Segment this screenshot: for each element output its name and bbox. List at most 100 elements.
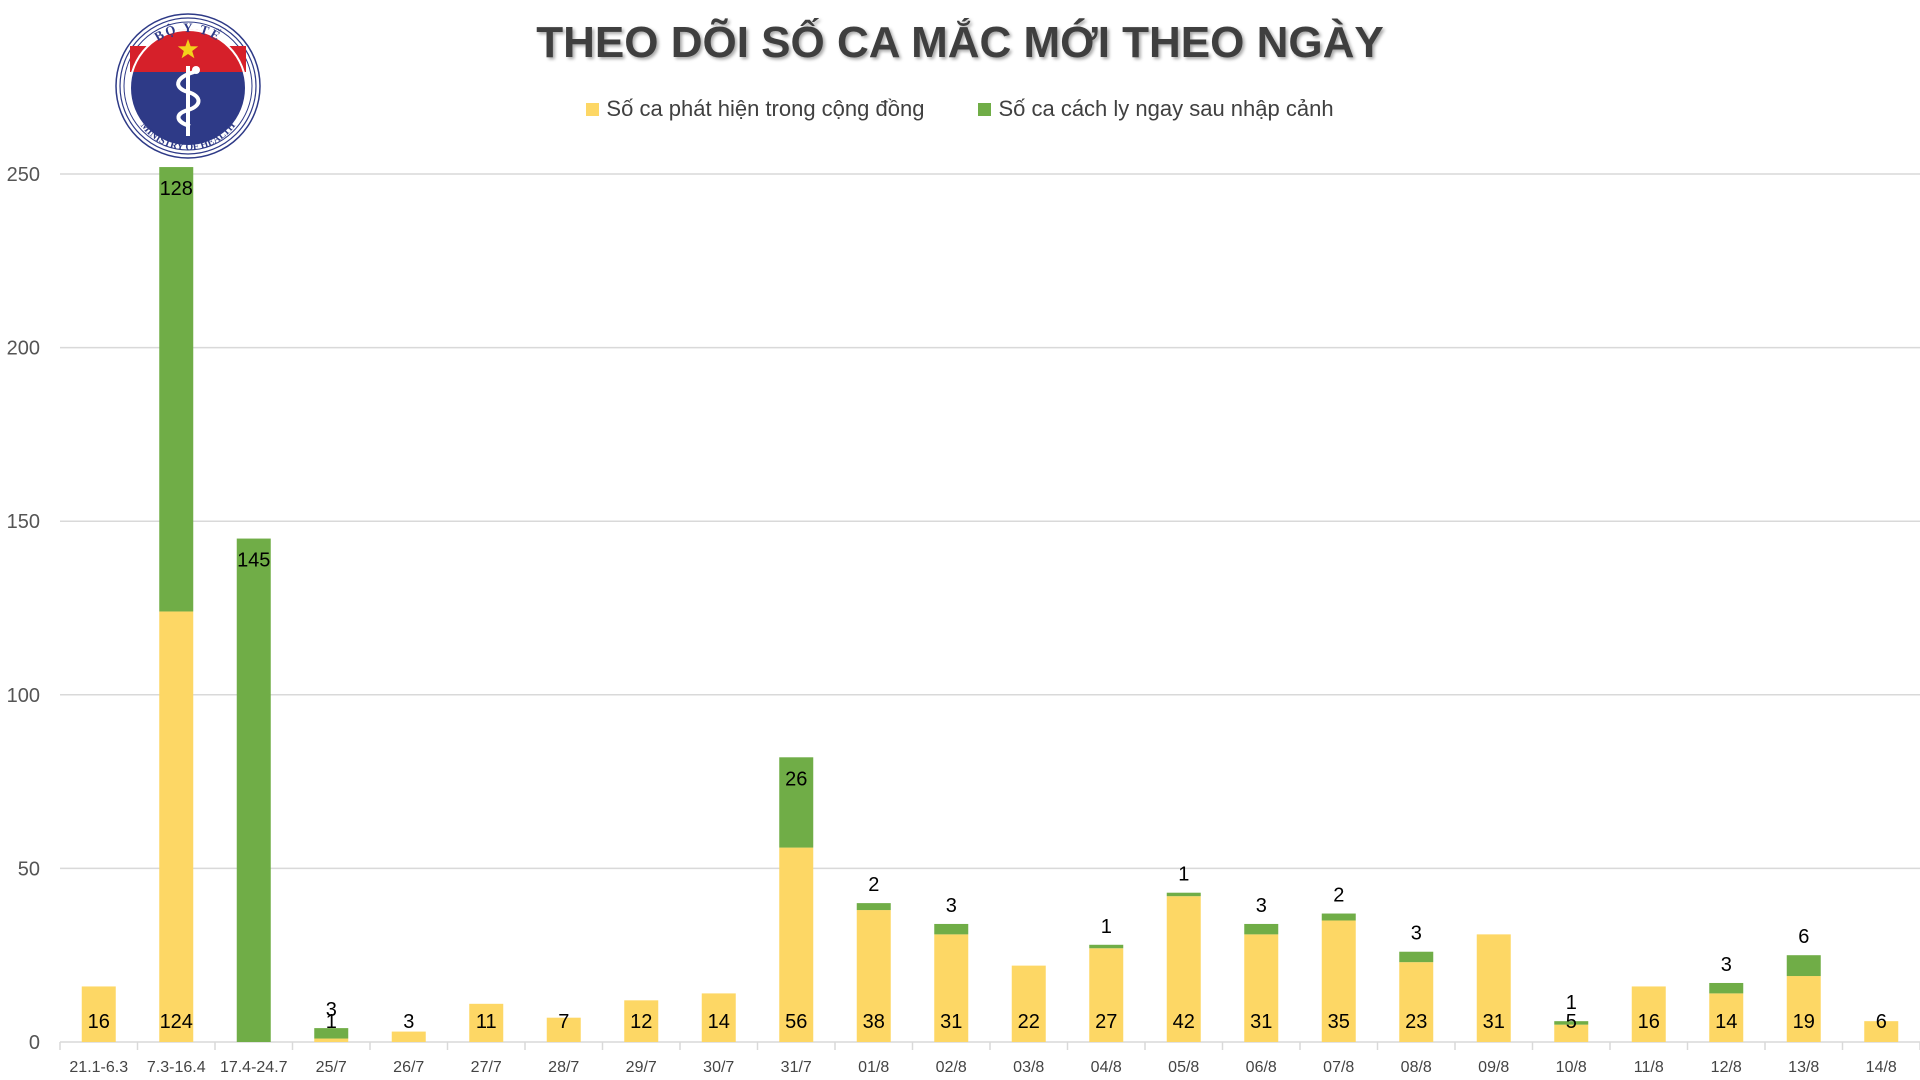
x-tick-label: 26/7	[393, 1059, 424, 1076]
bar-quarantine	[1166, 892, 1201, 897]
data-label-community: 16	[1638, 1011, 1660, 1033]
y-tick-label: 0	[29, 1032, 40, 1054]
bar-quarantine	[1554, 1021, 1589, 1025]
bar-community	[1166, 896, 1201, 1042]
data-label-quarantine: 3	[326, 999, 337, 1021]
data-label-quarantine: 2	[868, 874, 879, 896]
x-tick-label: 31/7	[781, 1059, 812, 1076]
bar-quarantine	[1089, 944, 1124, 949]
data-label-community: 42	[1173, 1011, 1195, 1033]
data-label-community: 7	[558, 1011, 569, 1033]
data-label-community: 6	[1876, 1011, 1887, 1033]
data-label-quarantine: 1	[1178, 864, 1189, 886]
bar-community	[391, 1031, 426, 1042]
x-tick-label: 08/8	[1401, 1059, 1432, 1076]
data-label-quarantine: 6	[1798, 926, 1809, 948]
data-label-community: 35	[1328, 1011, 1350, 1033]
x-tick-label: 05/8	[1168, 1059, 1199, 1076]
x-tick-label: 21.1-6.3	[69, 1059, 128, 1076]
bar-quarantine	[856, 903, 891, 911]
legend-label-quarantine: Số ca cách ly ngay sau nhập cảnh	[998, 96, 1334, 121]
data-label-quarantine: 26	[785, 768, 807, 790]
data-label-community: 31	[1483, 1011, 1505, 1033]
bar-community	[1321, 920, 1356, 1042]
data-label-community: 23	[1405, 1011, 1427, 1033]
data-label-community: 16	[88, 1011, 110, 1033]
data-label-quarantine: 3	[1411, 923, 1422, 945]
legend-item-quarantine: Số ca cách ly ngay sau nhập cảnh	[978, 94, 1334, 124]
data-label-community: 124	[160, 1011, 193, 1033]
x-tick-label: 07/8	[1323, 1059, 1354, 1076]
bar-community	[1554, 1024, 1589, 1042]
bar-community	[779, 847, 814, 1042]
legend-swatch-community	[586, 102, 600, 116]
x-tick-label: 30/7	[703, 1059, 734, 1076]
data-label-community: 11	[476, 1011, 497, 1033]
x-tick-label: 09/8	[1478, 1059, 1509, 1076]
x-tick-label: 7.3-16.4	[147, 1059, 206, 1076]
y-tick-label: 150	[7, 511, 40, 533]
bar-community	[314, 1038, 349, 1042]
bar-community	[856, 910, 891, 1042]
bar-quarantine	[314, 1028, 349, 1039]
bar-community	[1244, 934, 1279, 1042]
legend-swatch-quarantine	[978, 102, 992, 116]
x-tick-label: 03/8	[1013, 1059, 1044, 1076]
x-tick-label: 02/8	[936, 1059, 967, 1076]
bar-community	[469, 1003, 504, 1042]
data-label-quarantine: 145	[237, 550, 270, 572]
data-label-community: 19	[1793, 1011, 1815, 1033]
x-tick-label: 13/8	[1788, 1059, 1819, 1076]
x-tick-label: 11/8	[1634, 1059, 1664, 1076]
chart-title: THEO DÕI SỐ CA MẮC MỚI THEO NGÀY	[536, 18, 1384, 67]
bar-quarantine	[236, 538, 271, 1042]
bar-community	[624, 1000, 659, 1042]
x-tick-label: 04/8	[1091, 1059, 1122, 1076]
bar-quarantine	[159, 167, 194, 612]
data-label-quarantine: 3	[1256, 895, 1267, 917]
data-label-community: 12	[630, 1011, 652, 1033]
data-label-quarantine: 128	[160, 178, 193, 200]
data-label-community: 31	[1250, 1011, 1272, 1033]
x-tick-label: 27/7	[471, 1059, 502, 1076]
x-tick-label: 14/8	[1866, 1059, 1897, 1076]
data-label-community: 56	[785, 1011, 807, 1033]
bar-community	[1631, 986, 1666, 1042]
bar-community	[546, 1017, 581, 1042]
data-label-community: 27	[1095, 1011, 1117, 1033]
x-tick-label: 06/8	[1246, 1059, 1277, 1076]
data-label-community: 22	[1018, 1011, 1040, 1033]
data-label-quarantine: 1	[1566, 992, 1577, 1014]
legend-item-community: Số ca phát hiện trong cộng đồng	[586, 94, 924, 124]
bar-quarantine	[1709, 982, 1744, 994]
bar-quarantine	[934, 923, 969, 935]
bar-community	[701, 993, 736, 1042]
data-label-quarantine: 1	[1101, 916, 1112, 938]
x-tick-label: 12/8	[1711, 1059, 1742, 1076]
ministry-of-health-logo: BỘ Y TẾ MINISTRY OF HEALTH	[115, 13, 261, 159]
x-tick-label: 29/7	[626, 1059, 657, 1076]
bar-quarantine	[779, 757, 814, 848]
data-label-community: 38	[863, 1011, 885, 1033]
bar-quarantine	[1786, 955, 1821, 977]
bar-quarantine	[1321, 913, 1356, 921]
bar-quarantine	[1244, 923, 1279, 935]
x-tick-label: 01/8	[858, 1059, 889, 1076]
y-tick-label: 200	[7, 338, 40, 360]
bar-community	[934, 934, 969, 1042]
bar-quarantine	[1399, 951, 1434, 963]
data-label-community: 31	[940, 1011, 962, 1033]
x-tick-label: 25/7	[316, 1059, 347, 1076]
bar-community	[1476, 934, 1511, 1042]
x-tick-label: 28/7	[548, 1059, 579, 1076]
chart-legend: Số ca phát hiện trong cộng đồng Số ca cá…	[0, 94, 1920, 124]
data-label-community: 1	[326, 1011, 337, 1033]
legend-label-community: Số ca phát hiện trong cộng đồng	[606, 96, 925, 121]
bar-community	[1399, 962, 1434, 1042]
y-tick-label: 50	[18, 858, 40, 880]
data-label-community: 3	[403, 1011, 414, 1033]
x-tick-label: 17.4-24.7	[220, 1059, 288, 1076]
bar-community	[1864, 1021, 1899, 1042]
data-label-quarantine: 3	[1721, 954, 1732, 976]
data-label-community: 14	[1715, 1011, 1737, 1033]
